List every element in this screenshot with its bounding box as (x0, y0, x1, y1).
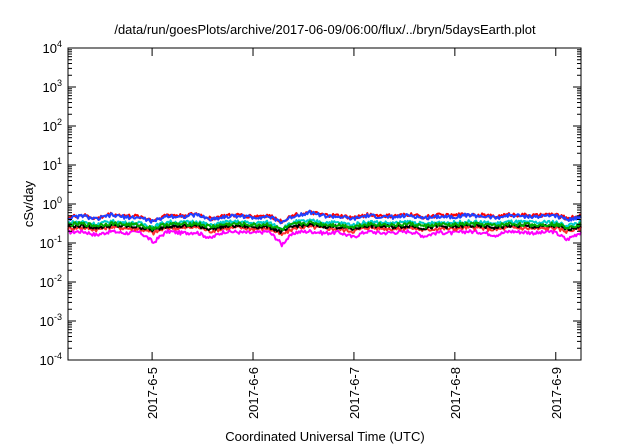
x-tick-label: 2017-6-5 (145, 367, 160, 419)
y-tick-label: 10-1 (40, 234, 62, 251)
y-tick-label: 104 (43, 39, 62, 56)
y-tick-label: 10-3 (40, 312, 62, 329)
series-line (67, 228, 582, 248)
y-tick-label: 103 (43, 78, 62, 95)
x-tick-label: 2017-6-8 (448, 367, 463, 419)
x-axis: 2017-6-5 2017-6-6 2017-6-7 2017-6-8 2017-6-9 (145, 48, 564, 419)
chart-title: /data/run/goesPlots/archive/2017-06-09/0… (114, 22, 536, 37)
y-axis-title: cSv/day (21, 180, 36, 227)
series-line (67, 220, 582, 232)
y-tick-label: 100 (43, 195, 62, 212)
series-line (67, 209, 582, 225)
x-tick-label: 2017-6-6 (246, 367, 261, 419)
x-axis-title: Coordinated Universal Time (UTC) (225, 429, 424, 444)
series-layer (67, 209, 582, 248)
y-tick-label: 10-2 (40, 273, 62, 290)
y-axis: 10-4 10-3 10-2 10-1 100 101 102 103 104 (40, 39, 581, 368)
x-tick-label: 2017-6-9 (549, 367, 564, 419)
plot-frame (67, 47, 582, 361)
x-tick-label: 2017-6-7 (347, 367, 362, 419)
y-tick-label: 101 (43, 156, 62, 173)
y-tick-label: 102 (43, 117, 62, 134)
y-tick-label: 10-4 (40, 351, 62, 368)
